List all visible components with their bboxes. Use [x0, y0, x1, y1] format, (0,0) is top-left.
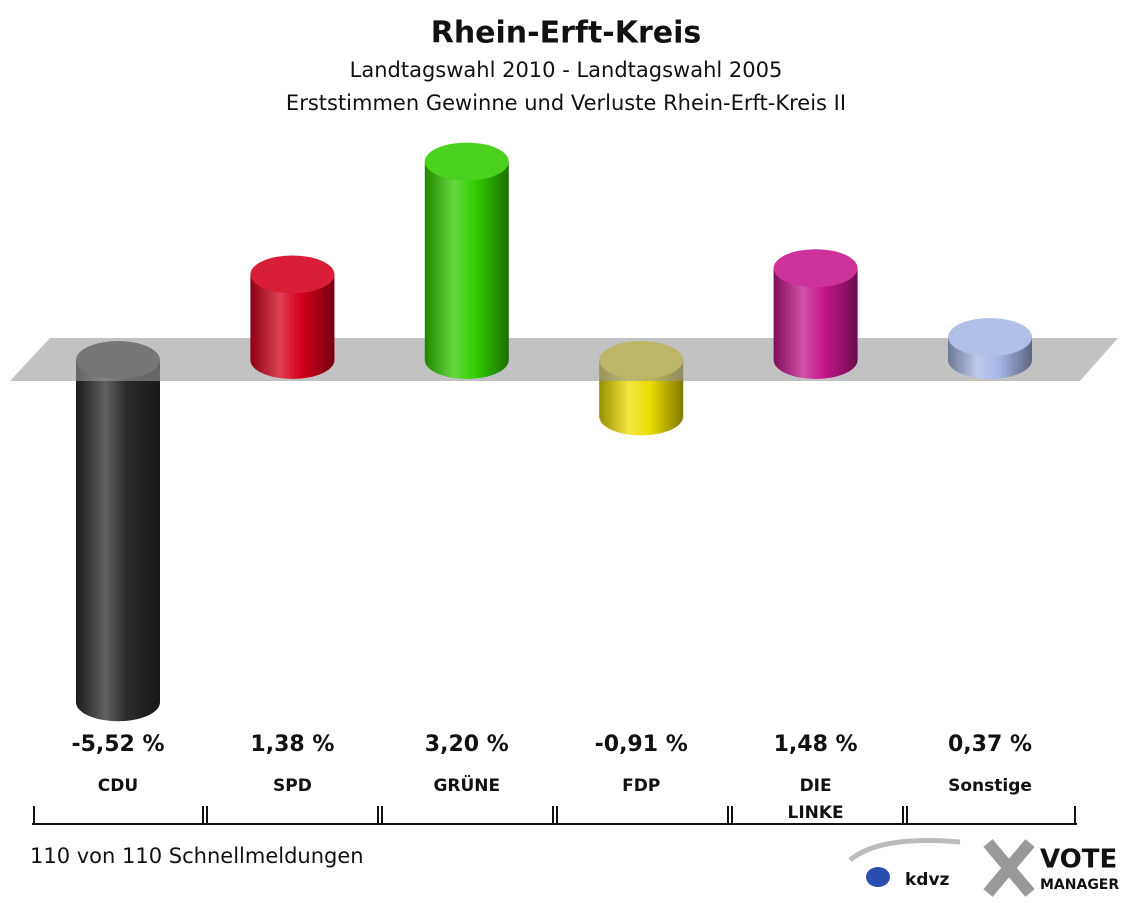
- logo-shape: [983, 839, 1035, 897]
- category-label: Sonstige: [948, 776, 1032, 796]
- bar: [948, 318, 1032, 379]
- bar-top: [948, 318, 1032, 357]
- category-label: SPD: [273, 776, 312, 796]
- bar-body: [76, 360, 160, 703]
- chart-subtitle: Landtagswahl 2010 - Landtagswahl 2005: [350, 58, 783, 82]
- value-label: 3,20 %: [425, 732, 509, 757]
- bar: [773, 249, 858, 379]
- category-label: GRÜNE: [433, 774, 500, 796]
- logo-text: MANAGER: [1040, 877, 1119, 893]
- value-label: -5,52 %: [71, 732, 164, 757]
- bars-positive: [250, 142, 1032, 379]
- logo-text: VOTE: [1040, 845, 1117, 875]
- footnote: 110 von 110 Schnellmeldungen: [30, 844, 364, 868]
- value-label: 1,38 %: [250, 732, 334, 757]
- bar-top: [424, 142, 509, 181]
- bar-top: [773, 249, 858, 288]
- value-label: 1,48 %: [774, 732, 858, 757]
- logo-shape: [848, 838, 961, 862]
- logo-shape: [866, 867, 890, 887]
- bar: [250, 255, 335, 379]
- bar-top: [250, 255, 335, 294]
- value-label: -0,91 %: [595, 732, 688, 757]
- bar: [76, 341, 160, 722]
- chart-title: Rhein-Erft-Kreis: [431, 16, 702, 51]
- value-label: 0,37 %: [948, 732, 1032, 757]
- bars-negative: [76, 341, 684, 722]
- category-label: FDP: [622, 776, 660, 796]
- bar-body: [424, 161, 509, 360]
- bar: [424, 142, 509, 379]
- logo-text: kdvz: [905, 870, 950, 890]
- chart-subtitle: Erststimmen Gewinne und Verluste Rhein-E…: [286, 91, 846, 115]
- logo: kdvz VOTE MANAGER: [848, 838, 1119, 897]
- category-label: DIE LINKE: [788, 776, 844, 823]
- category-label: CDU: [98, 776, 138, 796]
